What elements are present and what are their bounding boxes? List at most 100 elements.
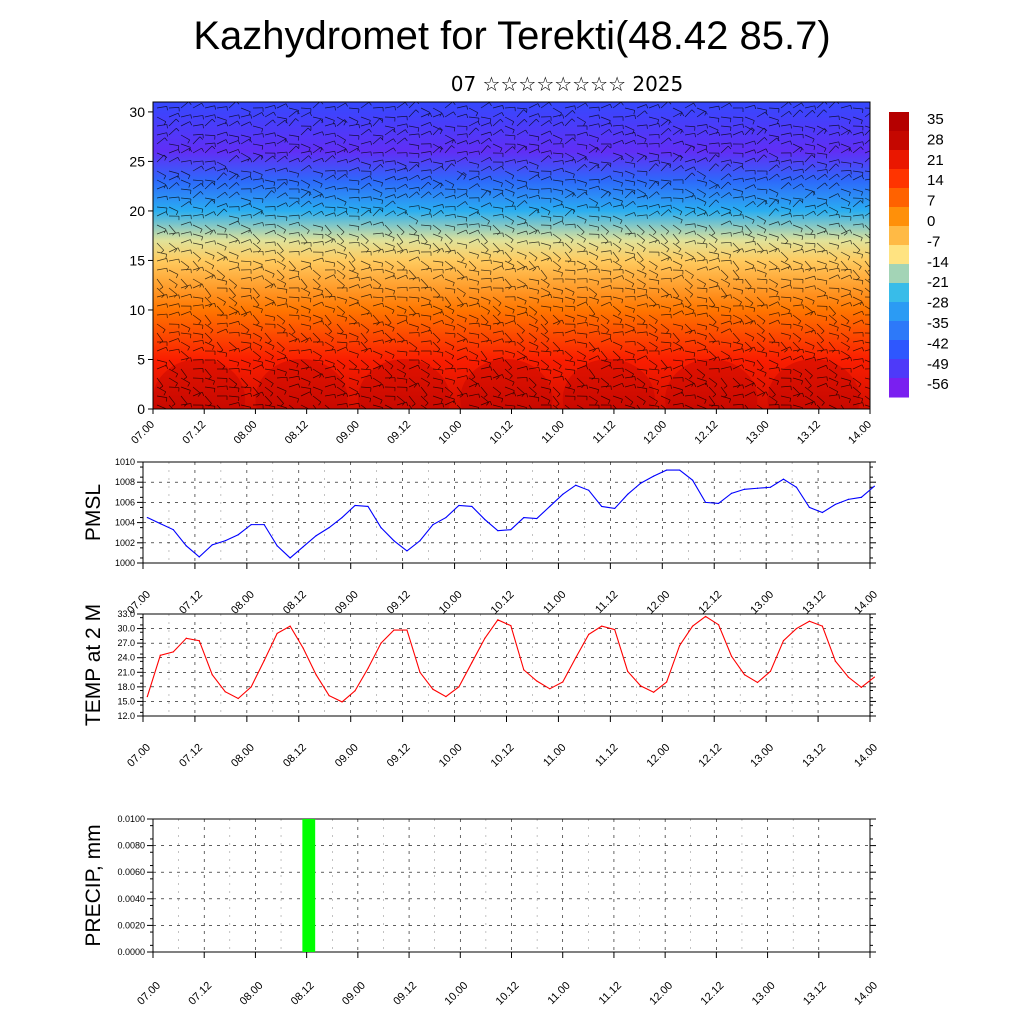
wind-barb-flag	[825, 202, 829, 207]
x-tick-label: 08.12	[283, 419, 311, 447]
wind-barb	[708, 116, 719, 119]
wind-barb	[396, 319, 407, 325]
wind-barb	[168, 224, 176, 233]
wind-barb	[816, 152, 827, 155]
wind-barb	[468, 223, 479, 226]
wind-barb-flag	[849, 147, 852, 152]
wind-barb-flag	[465, 244, 468, 249]
wind-barb	[432, 210, 442, 217]
wind-barb	[480, 145, 488, 154]
wind-barb-flag	[705, 182, 708, 187]
wind-barb-flag	[486, 402, 490, 406]
wind-barb	[192, 179, 203, 182]
wind-barb-flag	[317, 285, 321, 289]
wind-barb	[756, 215, 766, 222]
wind-barb	[396, 274, 407, 280]
wind-barb-flag	[548, 102, 552, 106]
wind-barb	[660, 119, 669, 127]
wind-barb-flag	[321, 373, 325, 378]
wind-barb	[168, 359, 176, 368]
wind-barb-flag	[824, 102, 828, 105]
wind-barb	[180, 170, 191, 176]
wind-barb	[168, 232, 179, 235]
wind-barb	[180, 332, 191, 335]
temp-point	[717, 624, 720, 626]
wind-barb-flag	[322, 294, 325, 299]
temp-point	[795, 627, 798, 630]
wind-barb-flag	[670, 384, 672, 389]
wind-barb	[168, 156, 178, 163]
wind-barb-flag	[404, 309, 407, 314]
wind-barb-flag	[201, 236, 203, 241]
wind-barb	[612, 395, 623, 400]
wind-barb-flag	[249, 203, 253, 208]
wind-barb-flag	[322, 257, 325, 262]
wind-barb-flag	[309, 265, 313, 270]
wind-barb-flag	[188, 183, 191, 188]
wind-barb	[804, 401, 815, 406]
wind-barb	[360, 374, 371, 379]
wind-barb-flag	[524, 300, 527, 305]
y-tick-label: 0.0060	[117, 867, 145, 877]
wind-barb-flag	[189, 201, 192, 205]
wind-barb-flag	[526, 194, 529, 199]
wind-barb	[720, 181, 729, 190]
wind-barb	[432, 341, 441, 350]
wind-barb-flag	[260, 264, 263, 269]
wind-barb	[252, 206, 263, 211]
wind-barb	[204, 395, 212, 404]
wind-barb	[828, 131, 839, 136]
wind-barb-flag	[609, 301, 613, 306]
wind-barb	[180, 323, 191, 329]
wind-barb-flag	[703, 176, 706, 180]
wind-barb	[576, 191, 586, 199]
wind-barb	[612, 242, 622, 250]
wind-barb	[408, 296, 419, 299]
wind-barb	[576, 179, 587, 184]
wind-barb-flag	[364, 349, 368, 353]
wind-barb	[504, 159, 515, 163]
wind-barb-flag	[236, 255, 239, 260]
wind-barb-flag	[581, 231, 585, 236]
wind-barb-flag	[750, 302, 754, 307]
wind-barb-flag	[368, 102, 372, 106]
wind-barb	[384, 187, 395, 190]
wind-barb	[432, 368, 443, 371]
wind-barb	[516, 159, 527, 163]
wind-barb-flag	[190, 160, 192, 165]
wind-barb	[192, 283, 203, 289]
wind-barb	[168, 170, 179, 174]
wind-barb-flag	[778, 312, 781, 317]
wind-barb	[264, 359, 275, 364]
wind-barb	[816, 125, 827, 131]
wind-barb	[528, 224, 538, 231]
wind-barb	[492, 112, 503, 118]
wind-barb	[420, 278, 429, 287]
wind-barb-flag	[812, 138, 815, 143]
wind-barb	[156, 294, 167, 298]
wind-barb	[708, 179, 718, 186]
wind-barb-flag	[717, 254, 720, 259]
wind-barb	[252, 391, 263, 397]
wind-barb	[672, 391, 683, 397]
wind-barb-flag	[392, 237, 395, 242]
wind-barb	[720, 102, 730, 109]
wind-barb	[168, 269, 179, 275]
wind-barb-flag	[850, 105, 853, 110]
wind-barb	[468, 139, 479, 145]
wind-barb	[408, 152, 419, 155]
wind-barb-flag	[202, 340, 204, 345]
wind-barb	[192, 160, 203, 163]
wind-barb	[720, 251, 731, 255]
pmsl-point	[653, 475, 655, 477]
wind-barbs	[156, 102, 870, 409]
wind-barb	[324, 249, 335, 253]
wind-barb-flag	[668, 119, 672, 124]
wind-barb	[540, 350, 551, 353]
wind-barb	[792, 368, 803, 374]
wind-barb-flag	[226, 167, 229, 172]
wind-barb-flag	[836, 300, 839, 305]
wind-barb-flag	[621, 156, 624, 161]
wind-barb	[252, 242, 261, 250]
